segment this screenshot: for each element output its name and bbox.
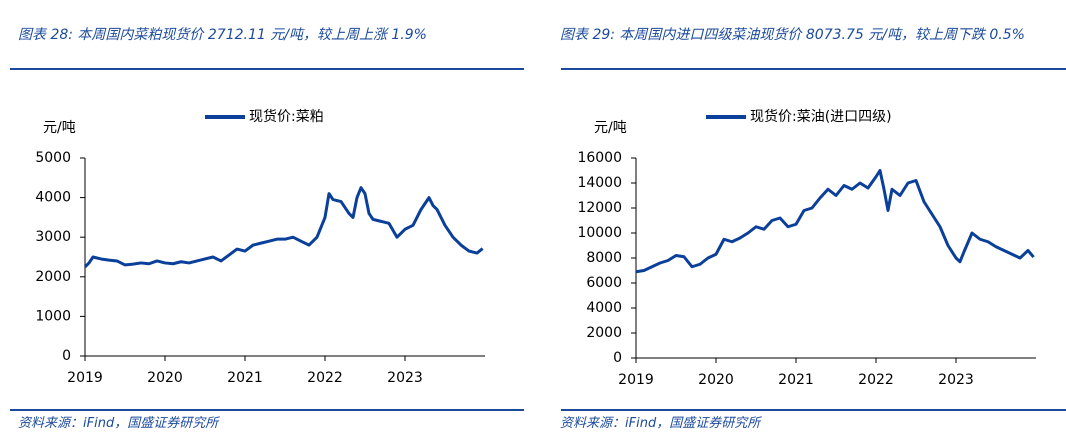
x-tick-label: 2023 <box>938 372 974 388</box>
line <box>635 169 1035 274</box>
legend-label: 现货价:菜油(进口四级) <box>750 108 892 125</box>
x-tick-label: 2022 <box>858 372 894 388</box>
source: 资料来源：iFind，国盛证券研究所 <box>560 416 761 431</box>
y-tick-label: 4000 <box>586 300 622 316</box>
y-tick-label: 4000 <box>35 190 71 206</box>
y-tick-label: 14000 <box>577 175 622 191</box>
x-tick-label: 2020 <box>698 372 734 388</box>
y-axis-label: 元/吨 <box>594 120 627 136</box>
y-tick-label: 1000 <box>35 308 71 324</box>
y-tick-label: 3000 <box>35 229 71 245</box>
y-tick-label: 2000 <box>586 325 622 341</box>
y-tick-label: 0 <box>62 348 71 364</box>
line <box>83 186 484 268</box>
legend-label: 现货价:菜粕 <box>249 108 324 125</box>
y-tick-label: 10000 <box>577 225 622 241</box>
y-tick-label: 16000 <box>577 150 622 166</box>
y-tick-label: 6000 <box>586 275 622 291</box>
y-tick-label: 8000 <box>586 250 622 266</box>
y-tick-label: 0 <box>613 350 622 366</box>
x-tick-label: 2023 <box>387 370 423 386</box>
x-tick-label: 2019 <box>67 370 103 386</box>
source: 资料来源：iFind，国盛证券研究所 <box>18 416 219 431</box>
chart-title: 图表 28: 本周国内菜粕现货价 2712.11 元/吨，较上周上涨 1.9% <box>18 27 427 43</box>
y-axis-label: 元/吨 <box>43 120 76 136</box>
x-tick-label: 2020 <box>147 370 183 386</box>
x-tick-label: 2022 <box>307 370 343 386</box>
y-tick-label: 12000 <box>577 200 622 216</box>
y-tick-label: 2000 <box>35 269 71 285</box>
y-tick-label: 5000 <box>35 150 71 166</box>
x-tick-label: 2019 <box>618 372 654 388</box>
x-tick-label: 2021 <box>227 370 263 386</box>
x-tick-label: 2021 <box>778 372 814 388</box>
chart-title: 图表 29: 本周国内进口四级菜油现货价 8073.75 元/吨，较上周下跌 0… <box>560 27 1025 43</box>
